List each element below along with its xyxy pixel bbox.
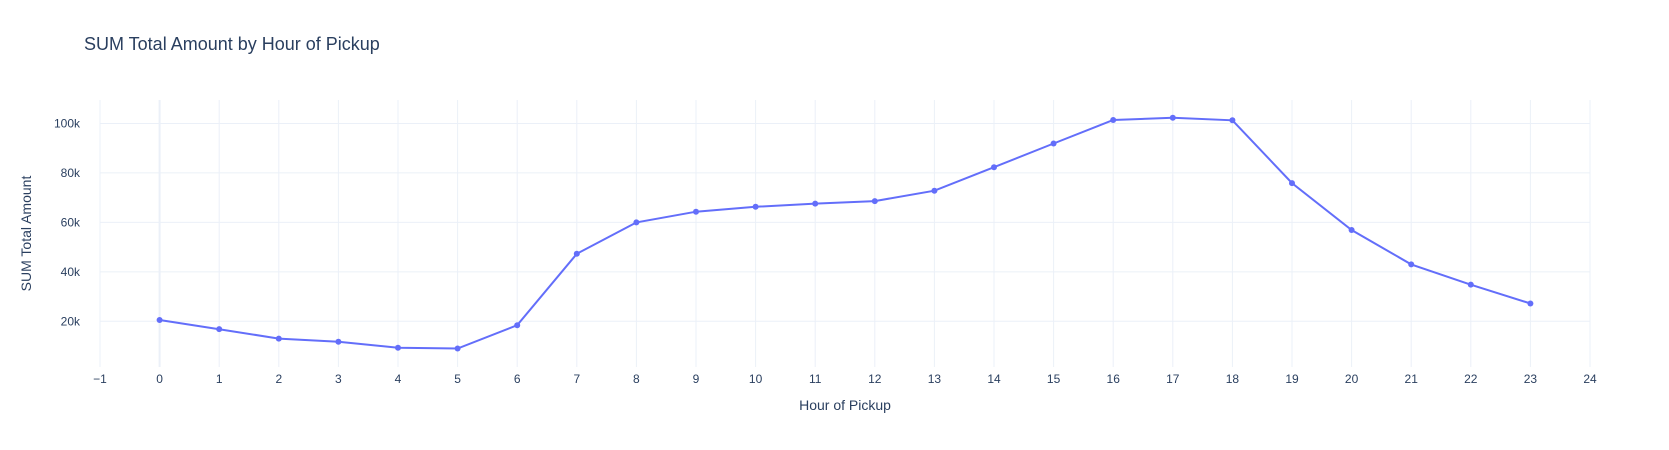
x-tick-label: 1 — [216, 372, 223, 386]
y-tick-label: 40k — [61, 265, 81, 279]
data-point — [395, 344, 401, 351]
x-tick-label: 22 — [1464, 372, 1478, 386]
data-point — [573, 250, 580, 257]
x-tick-label: 19 — [1285, 372, 1299, 386]
x-tick-label: 7 — [573, 372, 580, 386]
data-point — [1050, 140, 1057, 147]
data-point — [1408, 261, 1415, 268]
y-tick-label: 100k — [54, 116, 81, 130]
data-point — [633, 219, 640, 226]
data-point — [693, 208, 699, 215]
data-point — [1169, 114, 1176, 121]
data-point — [454, 345, 461, 352]
x-tick-label: 12 — [868, 372, 882, 386]
x-tick-label: 20 — [1345, 372, 1359, 386]
data-point — [156, 317, 163, 324]
y-axis-ticks: 20k 40k 60k 80k 100k — [54, 116, 81, 328]
data-point — [514, 322, 521, 329]
data-point — [1289, 180, 1295, 187]
x-tick-label: 2 — [275, 372, 282, 386]
x-tick-label: 0 — [156, 372, 163, 386]
data-point — [335, 338, 342, 345]
x-axis-ticks: −1 0 1 2 3 4 5 6 7 8 9 10 11 12 13 14 15 16 17 18 19 20 21 22 23… — [93, 372, 1597, 386]
y-tick-label: 60k — [61, 215, 81, 229]
x-tick-label: 24 — [1583, 372, 1597, 386]
data-point — [1527, 300, 1534, 307]
data-point — [871, 198, 878, 205]
data-point — [1110, 117, 1117, 124]
x-tick-label: 15 — [1047, 372, 1061, 386]
x-tick-label: 3 — [335, 372, 342, 386]
data-point — [1229, 117, 1236, 124]
gridlines — [99, 100, 1591, 367]
y-tick-label: 20k — [61, 314, 81, 328]
y-tick-label: 80k — [61, 166, 81, 180]
x-tick-label: 9 — [693, 372, 700, 386]
data-point — [216, 326, 223, 333]
x-axis-label: Hour of Pickup — [799, 397, 891, 413]
x-tick-label: 13 — [928, 372, 942, 386]
x-tick-label: 5 — [454, 372, 461, 386]
data-point — [812, 200, 819, 207]
x-tick-label: 10 — [749, 372, 763, 386]
x-tick-label: 21 — [1405, 372, 1419, 386]
x-tick-label: 4 — [395, 372, 402, 386]
chart-title: SUM Total Amount by Hour of Pickup — [84, 34, 380, 54]
x-tick-label: 8 — [633, 372, 640, 386]
x-tick-label: −1 — [93, 372, 107, 386]
series-markers — [156, 114, 1534, 352]
data-point — [931, 187, 938, 194]
x-tick-label: 23 — [1524, 372, 1538, 386]
x-tick-label: 17 — [1166, 372, 1180, 386]
data-point — [991, 164, 997, 171]
data-point — [1348, 227, 1355, 234]
data-point — [275, 335, 282, 342]
x-tick-label: 14 — [987, 372, 1001, 386]
series-line — [159, 116, 1531, 350]
y-axis-label: SUM Total Amount — [18, 176, 34, 292]
data-point — [752, 203, 759, 210]
x-tick-label: 16 — [1107, 372, 1121, 386]
x-tick-label: 18 — [1226, 372, 1240, 386]
x-tick-label: 6 — [514, 372, 521, 386]
x-tick-label: 11 — [809, 372, 822, 386]
data-point — [1467, 281, 1474, 288]
